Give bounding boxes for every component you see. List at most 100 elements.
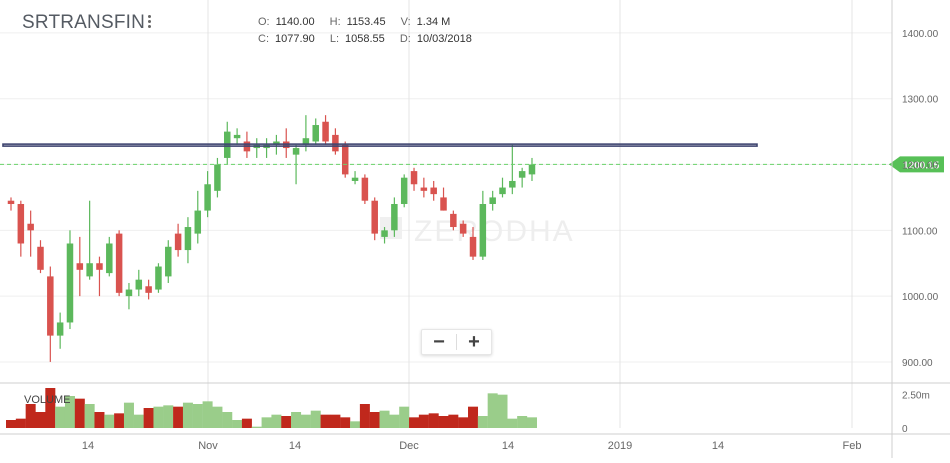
zoom-out-button[interactable]: − (433, 331, 445, 353)
candle[interactable] (125, 282, 133, 310)
candle[interactable] (66, 230, 74, 330)
candle-body (37, 246, 44, 270)
candle[interactable] (518, 167, 526, 188)
candle[interactable] (430, 180, 437, 201)
candle[interactable] (106, 236, 113, 277)
last-price-badge (889, 156, 944, 173)
volume-bar (310, 410, 321, 428)
candle[interactable] (322, 115, 329, 145)
candle[interactable] (194, 190, 202, 244)
overlays[interactable]: 1200.15 (0, 143, 944, 173)
low-value: L: 1058.55 (329, 33, 385, 45)
volume-bar (222, 412, 233, 428)
volume-bar (55, 406, 66, 428)
candle[interactable] (224, 121, 231, 165)
x-tick-label: 14 (82, 440, 94, 452)
zoom-in-button[interactable]: + (468, 331, 480, 353)
candle-body (489, 197, 496, 205)
candle-body (509, 180, 516, 188)
volume-bar (418, 414, 429, 428)
candle[interactable] (263, 138, 270, 158)
candle[interactable] (509, 144, 516, 195)
candle[interactable] (351, 171, 359, 185)
volume-bar (271, 414, 282, 428)
candle-body (400, 177, 408, 205)
candle[interactable] (361, 174, 369, 205)
candle[interactable] (7, 197, 15, 211)
candle[interactable] (341, 141, 349, 178)
candle[interactable] (135, 269, 143, 297)
candle[interactable] (115, 230, 123, 297)
candle[interactable] (332, 128, 339, 155)
volume-bar (379, 410, 390, 428)
candle-body (115, 233, 123, 293)
candle-body (7, 200, 15, 205)
candle[interactable] (145, 279, 152, 300)
volume-bar (74, 398, 85, 428)
candle[interactable] (371, 197, 378, 241)
candle-body (214, 164, 221, 191)
candle[interactable] (96, 256, 103, 297)
candle[interactable] (253, 138, 261, 158)
candles[interactable] (7, 115, 536, 362)
volume-bar (526, 417, 537, 428)
open-value: O: 1140.00 (258, 16, 315, 28)
candle-body (440, 197, 447, 211)
candle-body (499, 187, 506, 195)
candle[interactable] (174, 223, 182, 257)
candle[interactable] (469, 227, 477, 260)
candle[interactable] (86, 200, 93, 280)
candle[interactable] (37, 240, 44, 274)
candle[interactable] (312, 118, 319, 145)
x-tick-label: 14 (712, 440, 724, 452)
volume-bar (320, 414, 331, 428)
volume-bar (163, 405, 174, 428)
candle-body (361, 177, 369, 201)
candle-body (332, 134, 339, 152)
candle[interactable] (282, 128, 290, 158)
candle-body (184, 227, 192, 251)
candle[interactable] (233, 128, 241, 145)
x-tick-label: Nov (198, 440, 218, 452)
candle-body (312, 125, 319, 142)
candle[interactable] (184, 217, 192, 264)
candle[interactable] (27, 210, 34, 257)
candle[interactable] (381, 227, 388, 244)
candle-body (459, 223, 467, 234)
volume-bar (477, 416, 488, 428)
candle[interactable] (17, 200, 25, 257)
candle[interactable] (410, 167, 418, 191)
ohlc-legend: O: 1140.00 H: 1153.45 V: 1.34 M C: 1077.90 L… (258, 14, 484, 48)
candle[interactable] (450, 210, 457, 231)
candle[interactable] (56, 312, 64, 349)
candle[interactable] (165, 240, 172, 283)
candle[interactable] (155, 263, 162, 293)
candle-body (145, 286, 152, 293)
candle[interactable] (400, 174, 408, 208)
candle[interactable] (489, 190, 496, 211)
volume-tick-label: 2.50m (902, 391, 930, 402)
candle[interactable] (204, 171, 211, 218)
candle[interactable] (76, 236, 84, 297)
volume-bar (25, 404, 36, 428)
horizontal-level-drawing[interactable] (2, 143, 758, 147)
candle[interactable] (459, 220, 467, 237)
candle[interactable] (499, 177, 506, 198)
candle[interactable] (391, 197, 398, 237)
candle[interactable] (420, 177, 428, 198)
volume-bar (468, 406, 479, 428)
date-value: D: 10/03/2018 (399, 33, 472, 45)
candle[interactable] (528, 157, 536, 181)
volume-bar (182, 402, 193, 428)
candle[interactable] (479, 190, 487, 260)
candle-body (341, 144, 349, 175)
menu-kebab-icon[interactable] (145, 13, 153, 31)
candle[interactable] (440, 187, 447, 211)
volume-bar (45, 388, 56, 428)
candle[interactable] (214, 157, 221, 198)
candle-body (174, 233, 182, 251)
candle[interactable] (47, 266, 54, 362)
